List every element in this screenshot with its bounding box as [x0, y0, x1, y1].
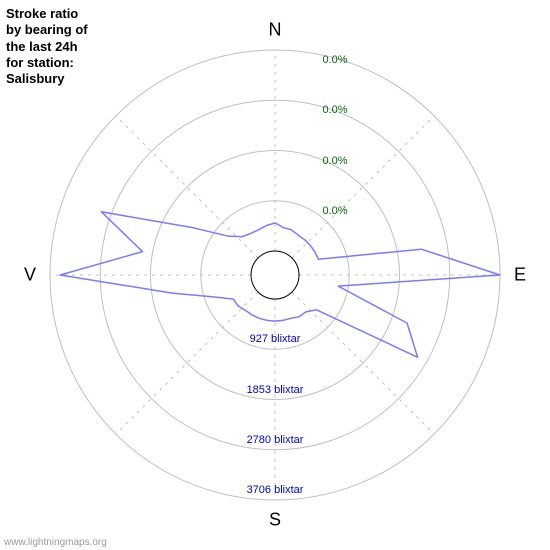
footer-link: www.lightningmaps.org: [4, 537, 107, 548]
compass-w: V: [24, 265, 36, 286]
chart-title: Stroke ratio by bearing of the last 24h …: [6, 6, 88, 87]
compass-s: S: [269, 510, 281, 531]
ring-cnt-1: 1853 blixtar: [247, 384, 304, 396]
ring-pct-3: 0.0%: [322, 54, 347, 66]
ring-cnt-3: 3706 blixtar: [247, 484, 304, 496]
compass-e: E: [514, 265, 526, 286]
ring-pct-0: 0.0%: [322, 205, 347, 217]
ring-cnt-2: 2780 blixtar: [247, 434, 304, 446]
ring-pct-2: 0.0%: [322, 104, 347, 116]
ring-cnt-0: 927 blixtar: [250, 333, 301, 345]
compass-n: N: [269, 20, 282, 41]
ring-pct-1: 0.0%: [322, 155, 347, 167]
polar-rose-chart: { "title_text": "Stroke ratio\nby bearin…: [0, 0, 550, 550]
